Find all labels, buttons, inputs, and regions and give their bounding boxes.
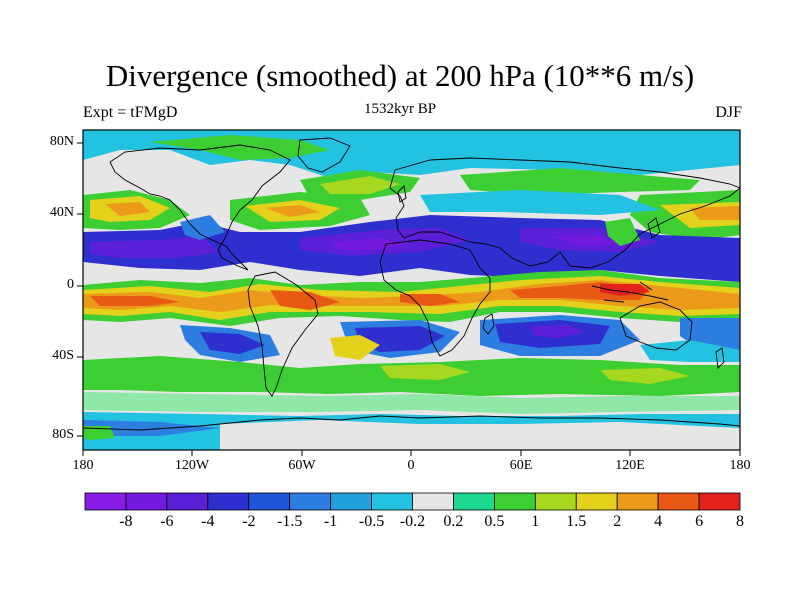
field-pacific-north-orange xyxy=(105,202,150,216)
uk-coast xyxy=(397,185,407,203)
colorbar xyxy=(84,492,741,511)
plot-title: Divergence (smoothed) at 200 hPa (10**6 … xyxy=(105,58,695,93)
lat-label-80n: 80N xyxy=(49,134,74,149)
colorbar-swatch xyxy=(371,492,413,511)
colorbar-swatch xyxy=(575,492,618,511)
lon-tick-marks xyxy=(82,450,741,456)
divergence-field xyxy=(83,130,740,450)
field-atlantic-mid-orange xyxy=(265,205,320,217)
colorbar-label: 4 xyxy=(654,513,663,530)
colorbar-swatch xyxy=(412,492,454,511)
colorbar-label: -1 xyxy=(323,513,338,530)
lat-tick-marks xyxy=(77,142,83,437)
field-siberia-green xyxy=(460,168,700,195)
field-antarctic-neutral xyxy=(220,420,740,450)
indonesia-coast xyxy=(591,281,669,303)
colorbar-swatch xyxy=(534,492,577,511)
colorbar-label: 1 xyxy=(531,513,540,530)
eurasia-coast xyxy=(389,157,740,269)
antarctica-coast xyxy=(83,415,740,431)
lat-label-40s: 40S xyxy=(52,348,74,363)
coastlines xyxy=(83,137,740,431)
colorbar-swatch xyxy=(84,492,127,511)
colorbar-label: -0.2 xyxy=(399,513,426,530)
field-south-violet-indian xyxy=(530,325,585,338)
greenland-coast xyxy=(297,137,351,173)
field-east-asia-green xyxy=(605,218,640,246)
field-equator-redorange-africa xyxy=(400,294,460,306)
colorbar-label: -8 xyxy=(119,513,133,530)
colorbar-label: 0.2 xyxy=(443,513,464,530)
colorbar-swatch xyxy=(493,492,536,511)
south-america-coast xyxy=(247,271,319,397)
field-south-midlat-yellow-africa xyxy=(330,335,380,360)
colorbar-swatch xyxy=(166,492,209,511)
field-south-lightblue-east xyxy=(640,340,740,362)
field-antarctic-midblue xyxy=(83,420,220,436)
field-equator-red xyxy=(600,284,650,296)
lat-label-80s: 80S xyxy=(52,427,74,442)
season-label: DJF xyxy=(715,104,742,121)
field-pacific-ne-orange xyxy=(690,206,740,220)
field-arctic-green xyxy=(150,135,330,160)
africa-coast xyxy=(379,239,491,357)
colorbar-label: 6 xyxy=(695,513,704,530)
field-atlantic-north-lime xyxy=(320,176,400,194)
colorbar-label: -6 xyxy=(160,513,174,530)
colorbar-swatch xyxy=(330,492,372,511)
colorbar-label: -0.5 xyxy=(358,513,385,530)
lon-label-120e: 120E xyxy=(615,458,645,473)
north-america-coast xyxy=(109,144,291,271)
colorbar-label: -4 xyxy=(201,513,215,530)
lon-label-0: 0 xyxy=(407,458,415,473)
field-asia-north-lightblue xyxy=(420,190,660,215)
colorbar-swatch xyxy=(207,492,250,511)
experiment-label: Expt = tFMgD xyxy=(83,104,178,121)
field-equator-redorange-west xyxy=(90,296,180,306)
field-south-midlat-lime-2 xyxy=(600,368,690,384)
lon-label-60e: 60E xyxy=(509,458,533,473)
lat-label-0: 0 xyxy=(67,277,74,292)
new-zealand-coast xyxy=(715,347,725,369)
colorbar-swatch xyxy=(125,492,168,511)
time-label: 1532kyr BP xyxy=(363,101,437,117)
madagascar-coast xyxy=(482,313,495,335)
colorbar-label: -2 xyxy=(242,513,256,530)
colorbar-swatch xyxy=(698,492,741,511)
lon-label-180w: 180 xyxy=(72,458,94,473)
field-south-midlat-lime xyxy=(380,364,470,380)
field-north-subtropic-purple-2 xyxy=(550,235,620,246)
colorbar-swatch xyxy=(616,492,659,511)
australia-coast xyxy=(619,301,693,351)
colorbar-label: 1.5 xyxy=(566,513,587,530)
colorbar-swatch xyxy=(248,492,291,511)
colorbar-label: 2 xyxy=(613,513,622,530)
lon-label-120w: 120W xyxy=(174,458,210,473)
japan-coast xyxy=(647,217,661,239)
colorbar-label: -1.5 xyxy=(277,513,303,530)
field-antarctic-green xyxy=(83,426,115,440)
lat-label-40n: 40N xyxy=(49,205,74,220)
field-south-darkblue-pacific xyxy=(200,332,265,354)
field-north-subtropic-midblue-pacific xyxy=(180,215,225,240)
lon-label-60w: 60W xyxy=(288,458,316,473)
field-north-subtropic-purple xyxy=(330,238,410,250)
colorbar-swatch xyxy=(657,492,700,511)
colorbar-swatch xyxy=(453,492,495,511)
field-south-midlat-palegreen xyxy=(83,392,740,414)
field-north-subtropic-violet-pacific xyxy=(90,236,220,258)
colorbar-label: 8 xyxy=(736,513,744,530)
colorbar-swatch xyxy=(289,492,332,511)
lon-label-180e: 180 xyxy=(729,458,751,473)
field-equator-redorange-samerica xyxy=(270,290,340,310)
colorbar-label: 0.5 xyxy=(484,513,505,530)
